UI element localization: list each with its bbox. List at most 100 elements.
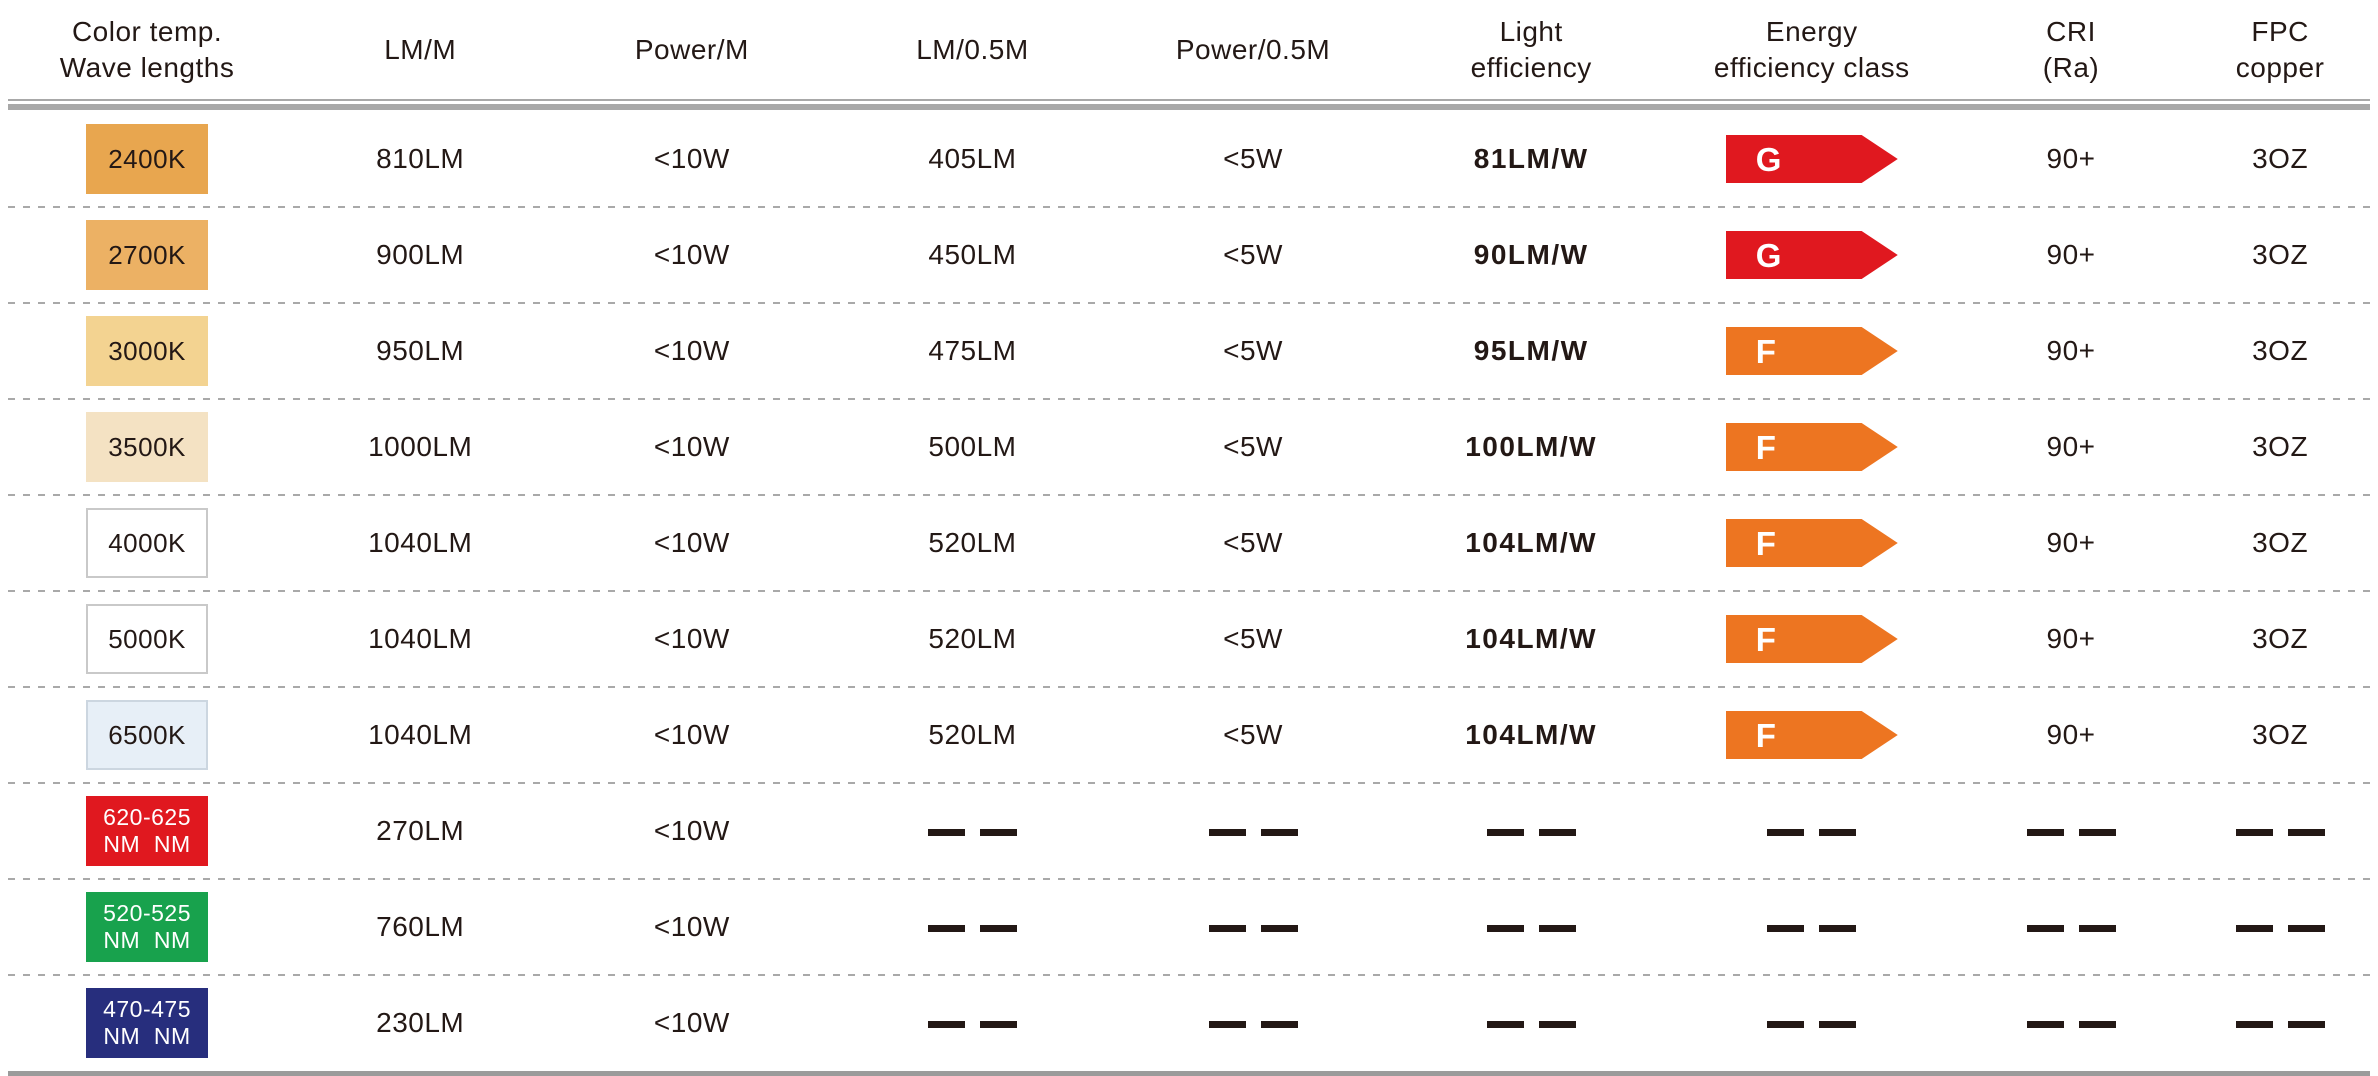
energy-class-cell: G	[1725, 231, 1898, 279]
color-temp-cell: 3500K	[86, 412, 209, 482]
energy-class-cell	[1767, 911, 1857, 943]
table-row: 470-475 NM NM 230LM <10W	[8, 975, 2370, 1071]
fpc-copper-cell: 3OZ	[2252, 239, 2309, 270]
lm-per-half-meter-cell: 450LM	[928, 239, 1017, 270]
dash-mark	[2078, 829, 2116, 837]
dash-mark	[1538, 1021, 1576, 1029]
dash-mark	[979, 829, 1017, 837]
dash-mark	[1538, 829, 1576, 837]
lm-per-meter-cell: 900LM	[376, 239, 465, 270]
dash-mark	[2287, 1021, 2325, 1029]
table-row: 2400K 810LM <10W 405LM <5W 81LM/W G 90+ 3OZ	[8, 111, 2370, 208]
no-value-dashes	[1486, 925, 1576, 933]
color-swatch: 4000K	[86, 508, 209, 578]
column-header-lm-per-m: LM/M	[384, 33, 457, 65]
table-row: 2700K 900LM <10W 450LM <5W 90LM/W G 90+ 3OZ	[8, 207, 2370, 304]
energy-class-grade: F	[1755, 428, 1777, 466]
color-temp-cell: 4000K	[86, 508, 209, 578]
dash-mark	[1819, 925, 1857, 933]
power-per-meter-cell: <10W	[653, 815, 730, 846]
power-per-meter-cell: <10W	[653, 623, 730, 654]
power-per-half-meter-cell: <5W	[1223, 143, 1283, 174]
lm-per-half-meter-cell: 520LM	[928, 527, 1017, 558]
color-temp-cell: 520-525 NM NM	[86, 892, 209, 962]
color-swatch: 2700K	[86, 220, 209, 290]
dash-mark	[927, 925, 965, 933]
color-swatch: 520-525 NM NM	[86, 892, 209, 962]
no-value-dashes	[927, 1021, 1017, 1029]
dash-mark	[2078, 925, 2116, 933]
energy-class-arrow: F	[1725, 711, 1898, 759]
energy-class-arrow: F	[1725, 615, 1898, 663]
dash-mark	[2235, 1021, 2273, 1029]
table-row: 3500K 1000LM <10W 500LM <5W 100LM/W F 90+ 3OZ	[8, 399, 2370, 496]
dash-mark	[927, 1021, 965, 1029]
cri-cell: 90+	[2046, 623, 2096, 654]
column-header-fpc-copper: FPC copper	[2235, 15, 2325, 83]
dash-mark	[2026, 925, 2064, 933]
column-header-cri: CRI (Ra)	[2042, 15, 2100, 83]
cri-cell: 90+	[2046, 335, 2096, 366]
lm-per-half-meter-cell	[927, 911, 1017, 943]
color-swatch: 3500K	[86, 412, 209, 482]
fpc-copper-cell: 3OZ	[2252, 623, 2309, 654]
dash-mark	[2235, 925, 2273, 933]
light-efficiency-cell	[1486, 911, 1576, 943]
color-temp-cell: 2700K	[86, 220, 209, 290]
color-swatch: 6500K	[86, 700, 209, 770]
power-per-meter-cell: <10W	[653, 527, 730, 558]
dash-mark	[2078, 1021, 2116, 1029]
power-per-half-meter-cell: <5W	[1223, 335, 1283, 366]
lm-per-meter-cell: 1000LM	[368, 431, 473, 462]
no-value-dashes	[2026, 829, 2116, 837]
dash-mark	[1767, 925, 1805, 933]
table-row: 520-525 NM NM 760LM <10W	[8, 879, 2370, 976]
no-value-dashes	[927, 829, 1017, 837]
power-per-half-meter-cell: <5W	[1223, 239, 1283, 270]
dash-mark	[927, 829, 965, 837]
power-per-half-meter-cell: <5W	[1223, 623, 1283, 654]
table-row: 5000K 1040LM <10W 520LM <5W 104LM/W F 90+ 3OZ	[8, 591, 2370, 688]
energy-class-arrow: F	[1725, 327, 1898, 375]
lm-per-half-meter-cell	[927, 815, 1017, 847]
power-per-half-meter-cell: <5W	[1223, 527, 1283, 558]
light-efficiency-cell: 95LM/W	[1473, 335, 1589, 366]
dash-mark	[1208, 829, 1246, 837]
light-efficiency-cell: 104LM/W	[1465, 623, 1598, 654]
lm-per-meter-cell: 810LM	[376, 143, 465, 174]
fpc-copper-cell: 3OZ	[2252, 527, 2309, 558]
no-value-dashes	[2235, 1021, 2325, 1029]
cri-cell: 90+	[2046, 527, 2096, 558]
light-efficiency-cell	[1486, 815, 1576, 847]
no-value-dashes	[1767, 1021, 1857, 1029]
dash-mark	[2026, 1021, 2064, 1029]
power-per-half-meter-cell: <5W	[1223, 719, 1283, 750]
lm-per-half-meter-cell: 475LM	[928, 335, 1017, 366]
energy-class-arrow: F	[1725, 423, 1898, 471]
header-divider	[8, 99, 2370, 111]
power-per-meter-cell: <10W	[653, 719, 730, 750]
table-header: Color temp. Wave lengths LM/M Power/M LM…	[8, 0, 2370, 99]
table-body: 2400K 810LM <10W 405LM <5W 81LM/W G 90+ 3OZ 2700K…	[8, 111, 2370, 1071]
lm-per-meter-cell: 1040LM	[368, 719, 473, 750]
dash-mark	[2287, 925, 2325, 933]
power-per-meter-cell: <10W	[653, 143, 730, 174]
energy-class-arrow: F	[1725, 519, 1898, 567]
power-per-half-meter-cell	[1208, 911, 1298, 943]
dash-mark	[1538, 925, 1576, 933]
fpc-copper-cell	[2235, 1007, 2325, 1039]
light-efficiency-cell: 100LM/W	[1465, 431, 1598, 462]
no-value-dashes	[2026, 925, 2116, 933]
dash-mark	[2026, 829, 2064, 837]
lm-per-half-meter-cell: 500LM	[928, 431, 1017, 462]
light-efficiency-cell: 104LM/W	[1465, 527, 1598, 558]
fpc-copper-cell: 3OZ	[2252, 431, 2309, 462]
dash-mark	[1260, 925, 1298, 933]
power-per-meter-cell: <10W	[653, 335, 730, 366]
energy-class-grade: G	[1755, 236, 1782, 274]
no-value-dashes	[2026, 1021, 2116, 1029]
color-temp-cell: 620-625 NM NM	[86, 796, 209, 866]
energy-class-cell: F	[1725, 519, 1898, 567]
dash-mark	[1819, 1021, 1857, 1029]
